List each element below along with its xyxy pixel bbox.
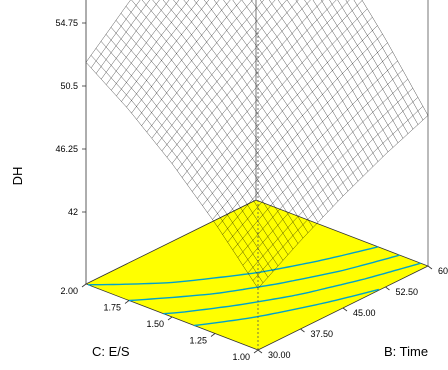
contour-line [194, 288, 380, 327]
z-tick-label: 42 [68, 207, 78, 217]
y-axis-title: C: E/S [92, 344, 130, 359]
mesh-line-u [217, 42, 388, 227]
mesh-line-v [223, 0, 349, 192]
x-tick-label: 30.00 [268, 350, 291, 360]
mesh-line-u [141, 0, 242, 126]
mesh-line-u [111, 0, 180, 91]
x-tick-mark [300, 328, 305, 333]
mesh-line-u [90, 0, 141, 69]
mesh-line-v [295, 0, 389, 153]
mesh-line-u [95, 0, 151, 74]
mesh-line-v [337, 0, 414, 130]
mesh-line-u [161, 0, 287, 152]
x-tick-label: 45.00 [353, 308, 376, 318]
mesh-line-u [121, 0, 200, 102]
mesh-line-u [126, 0, 210, 108]
mesh-line-v [259, 0, 369, 172]
mesh-line-u [151, 0, 265, 139]
y-tick-mark [124, 300, 130, 304]
mesh-line-u [146, 0, 253, 133]
contour-line [128, 254, 400, 302]
mesh-line-v [183, 0, 329, 212]
tick-labels: 4246.2550.554.755930.0037.5045.0052.5060… [55, 18, 448, 362]
mesh-line-u [166, 0, 299, 158]
mesh-line-v [329, 0, 409, 134]
surface-mesh [85, 0, 429, 289]
z-tick-label: 54.75 [55, 18, 78, 28]
z-tick-label: 50.5 [60, 81, 78, 91]
mesh-line-v [241, 0, 359, 182]
mesh-line-v [361, 0, 429, 116]
y-tick-label: 1.50 [146, 319, 164, 329]
x-axis-title: B: Time [384, 344, 428, 359]
mesh-line-u [156, 0, 276, 145]
mesh-line-v [152, 0, 314, 228]
x-tick-mark [385, 286, 390, 291]
mesh-line-v [353, 0, 424, 121]
mesh-line-u [187, 0, 350, 185]
mesh-line-u [136, 0, 231, 120]
z-axis-title: DH [10, 167, 25, 186]
mesh-line-v [321, 0, 404, 139]
y-tick-label: 2.00 [60, 286, 78, 296]
mesh-line-v [286, 0, 384, 157]
y-tick-label: 1.00 [232, 352, 250, 362]
mesh-line-u [106, 0, 170, 85]
mesh-line-u [181, 0, 337, 178]
mesh-line-u [101, 0, 160, 80]
contour-line [87, 246, 379, 286]
mesh-line-v [268, 0, 374, 167]
mesh-line-v [173, 0, 324, 218]
y-tick-mark [253, 349, 259, 354]
mesh-line-u [85, 0, 131, 63]
mesh-line-u [212, 33, 383, 220]
mesh-line-v [232, 0, 354, 187]
y-tick-label: 1.75 [103, 303, 121, 313]
mesh-line-u [176, 0, 324, 171]
box-front-frame [85, 0, 259, 350]
x-tick-label: 37.50 [311, 329, 334, 339]
mesh-line-u [131, 0, 220, 114]
mesh-line-u [116, 0, 190, 97]
x-tick-label: 60.00 [438, 266, 448, 276]
contour-line [163, 262, 421, 315]
x-tick-mark [342, 307, 348, 312]
y-tick-mark [167, 316, 173, 321]
mesh-line-v [304, 0, 394, 148]
mesh-line-v [345, 0, 419, 125]
mesh-line-u [171, 0, 311, 164]
mesh-line-v [277, 0, 379, 162]
y-tick-mark [81, 283, 87, 288]
x-tick-mark [257, 349, 263, 354]
mesh-line-u [202, 17, 373, 206]
y-tick-mark [210, 333, 216, 337]
mesh-line-u [192, 0, 363, 192]
x-tick-label: 52.50 [396, 287, 419, 297]
z-tick-label: 46.25 [55, 144, 78, 154]
x-tick-mark [427, 265, 433, 270]
mesh-line-v [312, 0, 399, 143]
y-tick-label: 1.25 [189, 336, 207, 346]
mesh-line-v [250, 0, 364, 177]
contour-floor [85, 199, 429, 351]
